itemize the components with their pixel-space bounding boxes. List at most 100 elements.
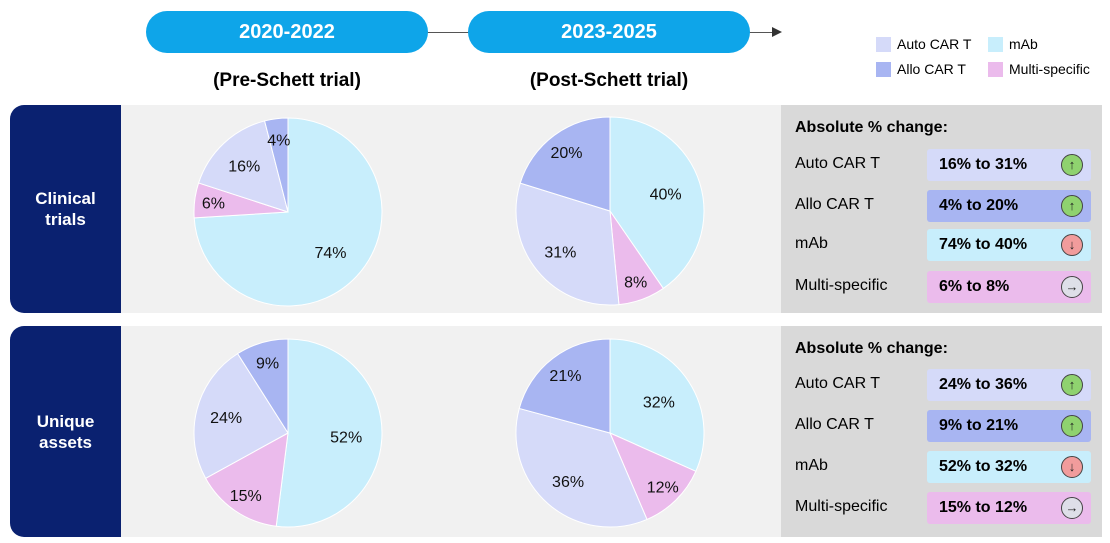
pie-slice-label: 8% [624,275,647,292]
pie-chart-clinical-trials-2023-2025: 40% 8% 31% 20% [515,116,705,306]
up-arrow-icon: ↑ [1061,154,1083,176]
change-category: Multi-specific [795,498,888,515]
pie-slice [204,432,289,527]
down-arrow-icon: ↓ [1061,456,1083,478]
row-label-unique-assets: Unique assets [10,326,121,537]
change-row: mAb 52% to 32% ↓ [795,451,1095,483]
right-arrow-icon: → [1061,276,1083,298]
change-value: 52% to 32% [939,458,1028,475]
pie-slice-label: 16% [228,158,260,175]
pie-slice-label: 24% [210,410,242,427]
change-row: Allo CAR T 9% to 21% ↑ [795,410,1095,442]
change-title: Absolute % change: [795,119,948,136]
change-value: 9% to 21% [939,417,1019,434]
pie-slice-label: 31% [544,244,576,261]
pie-slice [275,338,383,528]
pie-slice-label: 52% [330,430,362,447]
change-row: Auto CAR T 24% to 36% ↑ [795,369,1095,401]
change-category: Auto CAR T [795,155,881,172]
change-title: Absolute % change: [795,340,948,357]
pie-slice-label: 4% [267,132,290,149]
change-row: Auto CAR T 16% to 31% ↑ [795,149,1095,181]
down-arrow-icon: ↓ [1061,234,1083,256]
change-category: Allo CAR T [795,196,874,213]
change-row: Allo CAR T 4% to 20% ↑ [795,190,1095,222]
change-value-box: 24% to 36% ↑ [927,369,1091,401]
timeline-line [420,32,470,33]
change-value: 24% to 36% [939,376,1028,393]
change-value-box: 9% to 21% ↑ [927,410,1091,442]
pie-slice-label: 40% [650,187,682,204]
pie-slice [193,352,289,479]
change-row: Multi-specific 6% to 8% → [795,271,1095,303]
pie-slice-label: 74% [314,245,346,262]
row-label-clinical-trials: Clinical trials [10,105,121,313]
change-category: Auto CAR T [795,375,881,392]
pie-slice [518,338,611,434]
pie-slice-label: 9% [256,356,279,373]
pie-slice-label: 12% [647,480,679,497]
change-value-box: 15% to 12% → [927,492,1091,524]
change-value-box: 4% to 20% ↑ [927,190,1091,222]
up-arrow-icon: ↑ [1061,374,1083,396]
pie-slice [609,432,697,521]
change-panel-unique-assets: Absolute % change: Auto CAR T 24% to 36%… [781,326,1102,537]
pie-slice-label: 20% [551,145,583,162]
legend-label: mAb [1009,36,1038,52]
pie-slice-label: 36% [552,474,584,491]
timeline-arrow-icon [772,27,782,37]
change-value-box: 16% to 31% ↑ [927,149,1091,181]
change-panel-clinical-trials: Absolute % change: Auto CAR T 16% to 31%… [781,105,1102,313]
period-pill-1: 2020-2022 [146,11,428,53]
change-category: Multi-specific [795,277,888,294]
pie-slice [609,116,705,290]
pie-slice-label: 6% [202,196,225,213]
period-subtitle-1: (Pre-Schett trial) [213,70,361,91]
change-value: 16% to 31% [939,156,1028,173]
period-pill-2: 2023-2025 [468,11,750,53]
pie-chart-clinical-trials-2020-2022: 74% 6% 16% 4% [193,117,383,307]
pie-chart-unique-assets-2023-2025: 32% 12% 36% 21% [515,338,705,528]
up-arrow-icon: ↑ [1061,195,1083,217]
legend-label: Multi-specific [1009,61,1090,77]
pie-slice [264,117,289,213]
legend-swatch [876,61,891,77]
pie-chart-unique-assets-2020-2022: 52% 15% 24% 9% [193,338,383,528]
pie-slice-label: 32% [643,394,675,411]
change-value-box: 74% to 40% ↓ [927,229,1091,261]
change-row: mAb 74% to 40% ↓ [795,229,1095,261]
row-label-text: Clinical trials [35,189,96,229]
change-value-box: 52% to 32% ↓ [927,451,1091,483]
legend-item: Multi-specific [988,61,1090,77]
legend-label: Auto CAR T [897,36,972,52]
pie-slice [515,407,648,528]
pie-slice-label: 15% [230,488,262,505]
change-value: 15% to 12% [939,499,1028,516]
legend-item: mAb [988,36,1038,52]
legend-swatch [876,36,891,52]
pie-slice [197,120,289,213]
change-value: 4% to 20% [939,197,1019,214]
change-row: Multi-specific 15% to 12% → [795,492,1095,524]
change-value: 6% to 8% [939,278,1010,295]
legend-swatch [988,36,1003,52]
pie-slice [609,338,705,472]
legend-label: Allo CAR T [897,61,966,77]
change-category: mAb [795,457,828,474]
right-arrow-icon: → [1061,497,1083,519]
period-subtitle-2: (Post-Schett trial) [529,70,689,91]
pie-slice [515,182,620,306]
timeline-line [745,32,773,33]
change-category: mAb [795,235,828,252]
up-arrow-icon: ↑ [1061,415,1083,437]
pie-slice-label: 21% [549,368,581,385]
legend-item: Allo CAR T [876,61,966,77]
change-value: 74% to 40% [939,236,1028,253]
legend-swatch [988,61,1003,77]
row-label-text: Unique assets [36,411,95,452]
change-category: Allo CAR T [795,416,874,433]
pie-slice [236,338,289,435]
legend-item: Auto CAR T [876,36,971,52]
pie-slice [519,116,611,212]
change-value-box: 6% to 8% → [927,271,1091,303]
